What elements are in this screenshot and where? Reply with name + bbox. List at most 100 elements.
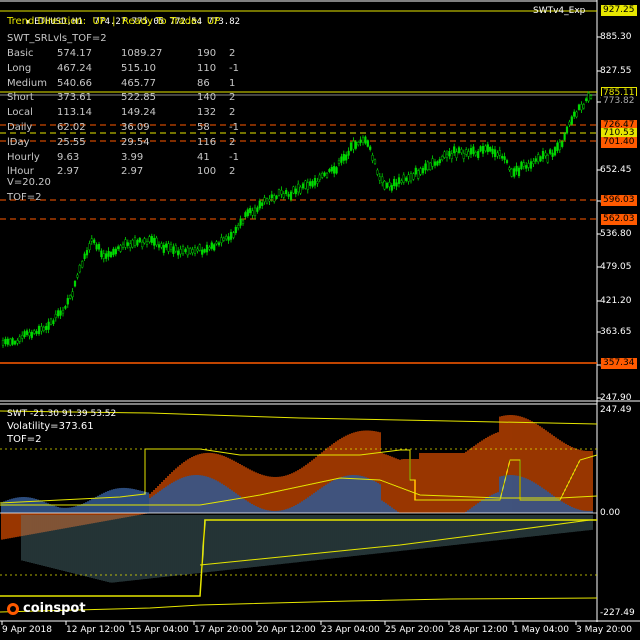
candle-body xyxy=(33,330,36,334)
candle-body xyxy=(237,225,240,229)
candle-body xyxy=(30,331,33,338)
candle-body xyxy=(66,298,69,305)
candle-body xyxy=(388,182,391,188)
tof-line: TOF=2 xyxy=(7,192,42,203)
levels-cell-name: Short xyxy=(7,92,34,104)
candle-body xyxy=(467,151,470,157)
candle-body xyxy=(366,140,369,147)
candle-body xyxy=(148,236,151,243)
candle-body xyxy=(172,246,175,254)
price-axis-label: 652.45 xyxy=(600,165,632,175)
candle-body xyxy=(376,169,379,175)
levels-cell-d: 2 xyxy=(229,136,236,148)
candle-body xyxy=(529,161,533,169)
candle-body xyxy=(587,92,590,102)
candle-body xyxy=(117,246,120,250)
candle-body xyxy=(114,248,117,255)
candle-body xyxy=(189,248,192,254)
candle-body xyxy=(551,152,554,157)
levels-cell-name: Hourly xyxy=(7,151,40,163)
candle-body xyxy=(534,158,537,162)
levels-cell-b: 522.85 xyxy=(121,92,156,104)
candle-body xyxy=(496,152,499,157)
candle-body xyxy=(325,173,329,178)
candle-body xyxy=(16,340,19,344)
candle-body xyxy=(455,151,458,158)
candle-body xyxy=(138,237,141,243)
candle-body xyxy=(21,335,24,339)
candle-body xyxy=(85,250,89,256)
time-axis-label: 17 Apr 20:00 xyxy=(194,625,253,635)
time-axis-label: 9 Apr 2018 xyxy=(2,625,52,635)
candle-body xyxy=(273,195,276,202)
candle-body xyxy=(477,151,480,158)
candle-body xyxy=(109,252,113,258)
rising-line xyxy=(199,519,591,566)
candle-body xyxy=(481,146,485,154)
candle-body xyxy=(268,198,271,202)
candle-body xyxy=(393,178,396,187)
candle-body xyxy=(196,248,199,252)
candle-body xyxy=(582,104,585,109)
candle-body xyxy=(93,239,96,244)
candle-body xyxy=(575,111,578,118)
menu-triangle-icon[interactable]: ▼ xyxy=(25,18,35,26)
candle-body xyxy=(474,151,477,156)
candle-body xyxy=(263,197,266,203)
levels-cell-a: 62.02 xyxy=(57,122,86,133)
levels-cell-name: lDay xyxy=(7,136,30,148)
candle-body xyxy=(71,291,74,298)
candle-body xyxy=(133,237,137,246)
candle-body xyxy=(558,142,561,150)
candle-body xyxy=(253,207,257,217)
time-axis-label: 15 Apr 04:00 xyxy=(130,625,189,635)
candle-body xyxy=(297,183,300,193)
candle-body xyxy=(184,249,187,252)
candle-body xyxy=(357,142,360,146)
candle-body xyxy=(90,238,93,242)
levels-cell-a: 467.24 xyxy=(57,62,92,74)
levels-cell-b: 36.09 xyxy=(121,122,150,133)
candle-body xyxy=(484,145,487,151)
candle-body xyxy=(441,156,444,160)
candle-body xyxy=(261,202,264,206)
candle-body xyxy=(198,244,201,251)
candle-body xyxy=(37,325,41,335)
candle-body xyxy=(508,167,511,171)
candle-body xyxy=(397,177,401,184)
candle-body xyxy=(215,241,218,245)
candle-body xyxy=(270,194,273,199)
candle-body xyxy=(225,236,228,240)
candle-body xyxy=(186,247,189,256)
sub-axis-zero: 0.00 xyxy=(600,508,621,518)
candle-body xyxy=(328,169,331,172)
candle-body xyxy=(239,218,242,226)
candle-body xyxy=(105,253,108,259)
candle-body xyxy=(83,253,86,259)
candle-body xyxy=(167,243,170,252)
levels-cell-name: Medium xyxy=(7,77,47,89)
candle-body xyxy=(469,148,473,155)
levels-cell-a: 373.61 xyxy=(57,92,92,104)
candle-body xyxy=(371,155,374,161)
candle-body xyxy=(537,154,540,163)
candle-body xyxy=(405,177,408,181)
candle-body xyxy=(424,163,427,171)
candle-body xyxy=(45,326,48,331)
candle-body xyxy=(100,250,103,258)
candle-body xyxy=(143,238,146,244)
candle-body xyxy=(400,180,403,183)
candle-body xyxy=(570,116,573,125)
candle-body xyxy=(179,249,182,255)
candle-body xyxy=(227,236,230,241)
candle-body xyxy=(213,244,216,251)
candle-body xyxy=(373,159,377,164)
levels-cell-a: 574.17 xyxy=(57,48,92,59)
upper-band xyxy=(0,410,598,425)
symbol-quote: ETHUSD,H1 774.27 775.05 772.54 773.82 xyxy=(34,17,241,27)
sub-axis-bottom: -227.49 xyxy=(600,608,635,618)
candle-body xyxy=(580,104,583,111)
candle-body xyxy=(47,321,50,330)
